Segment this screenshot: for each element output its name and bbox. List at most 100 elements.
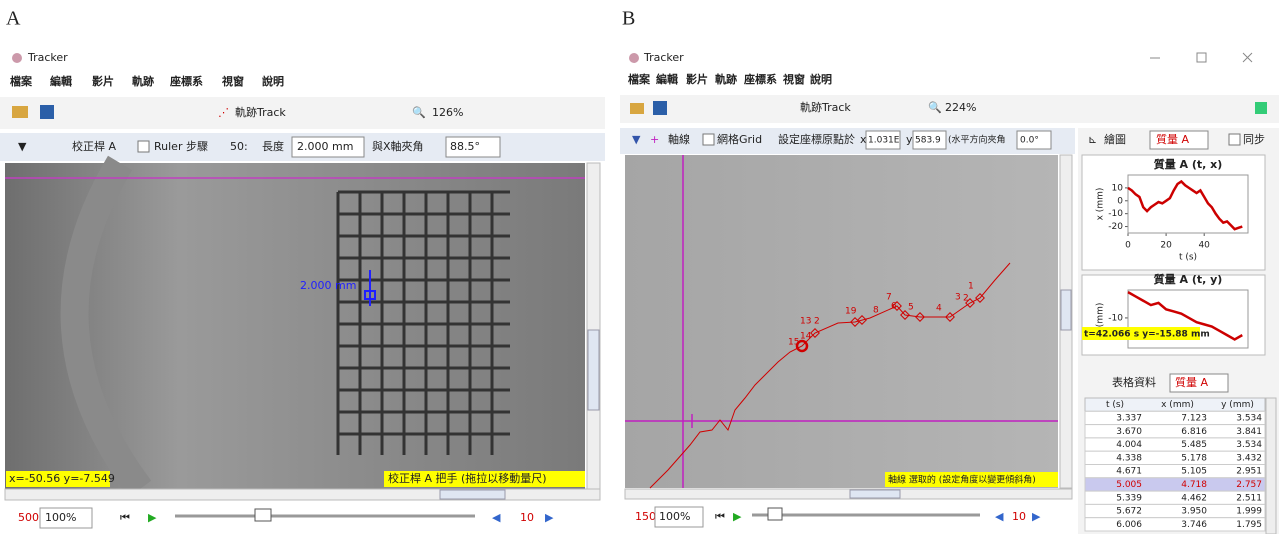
menu-item[interactable]: 軌跡 bbox=[715, 72, 737, 86]
track-select-label[interactable]: 質量 A bbox=[1156, 132, 1189, 146]
length-value[interactable]: 2.000 mm bbox=[297, 140, 353, 153]
point-label: 6 bbox=[891, 302, 897, 312]
track-select-label[interactable]: 質量 A bbox=[1175, 375, 1208, 389]
table-cell: 4.462 bbox=[1181, 493, 1207, 503]
h-scrollbar[interactable] bbox=[5, 489, 600, 500]
menu-item[interactable]: 檔案 bbox=[628, 72, 651, 86]
menu-item[interactable]: 說明 bbox=[810, 72, 832, 86]
grid-toggle[interactable]: 網格Grid bbox=[717, 132, 762, 146]
table-cell: 3.746 bbox=[1181, 520, 1207, 530]
save-button[interactable] bbox=[653, 101, 667, 115]
angle-value[interactable]: 0.0° bbox=[1020, 136, 1039, 146]
length-label: 長度 bbox=[262, 139, 284, 153]
menu-item[interactable]: 影片 bbox=[92, 74, 114, 88]
ruler-name[interactable]: 校正桿 A bbox=[72, 139, 116, 153]
track-icon: ⋰ bbox=[218, 106, 229, 119]
point-label: 7 bbox=[886, 293, 892, 303]
step-back[interactable]: ◀ bbox=[995, 510, 1004, 523]
sync-toggle[interactable]: 同步 bbox=[1243, 133, 1265, 146]
rewind-button[interactable]: ⏮ bbox=[715, 510, 725, 523]
table-cell: 4.671 bbox=[1116, 467, 1142, 477]
menu-item[interactable]: 視窗 bbox=[782, 72, 805, 86]
y-axis-label: x (mm) bbox=[1096, 188, 1106, 221]
axes-name[interactable]: 軸線 bbox=[668, 132, 690, 146]
rewind-button[interactable]: ⏮ bbox=[120, 511, 130, 524]
window-title: Tracker bbox=[643, 51, 684, 64]
menu-item[interactable]: 軌跡 bbox=[132, 74, 154, 88]
plot-readout: t=42.066 s y=-15.88 mm bbox=[1084, 330, 1210, 340]
rate-value[interactable]: 100% bbox=[659, 510, 690, 523]
plot-title: 質量 A (t, x) bbox=[1154, 157, 1223, 171]
menu-item[interactable]: 座標系 bbox=[169, 74, 203, 88]
dropdown-icon: ▼ bbox=[18, 140, 27, 153]
checkbox[interactable] bbox=[703, 134, 714, 145]
x-value[interactable]: 1.031E bbox=[868, 136, 900, 146]
h-scrollbar[interactable] bbox=[625, 489, 1072, 499]
point-label: 8 bbox=[873, 306, 879, 316]
table-cell: 6.816 bbox=[1181, 427, 1207, 437]
rate-value[interactable]: 100% bbox=[45, 511, 76, 524]
step-value: 50: bbox=[230, 140, 248, 153]
column-header[interactable]: x (mm) bbox=[1161, 400, 1194, 410]
open-button[interactable] bbox=[630, 103, 644, 114]
menu-item[interactable]: 編輯 bbox=[656, 72, 678, 86]
menu-item[interactable]: 視窗 bbox=[221, 74, 244, 88]
step-back[interactable]: ◀ bbox=[492, 511, 501, 524]
point-label: 2 bbox=[963, 294, 969, 304]
step-size[interactable]: 10 bbox=[520, 511, 534, 524]
v-scrollbar[interactable] bbox=[1266, 398, 1276, 534]
y-value[interactable]: 583.9 bbox=[915, 136, 941, 146]
menu-item[interactable]: 編輯 bbox=[50, 74, 72, 88]
step-forward[interactable]: ▶ bbox=[545, 511, 554, 524]
maximize-button[interactable] bbox=[1197, 53, 1206, 62]
table-cell: 3.841 bbox=[1236, 427, 1262, 437]
table-cell: 2.757 bbox=[1236, 480, 1262, 490]
app-icon bbox=[12, 53, 22, 63]
table-cell: 4.718 bbox=[1181, 480, 1207, 490]
step-size[interactable]: 10 bbox=[1012, 510, 1026, 523]
table-cell: 7.123 bbox=[1181, 413, 1207, 423]
scroll-thumb[interactable] bbox=[850, 490, 900, 498]
table-cell: 3.534 bbox=[1236, 413, 1262, 423]
track-button[interactable]: 軌跡Track bbox=[800, 100, 851, 114]
table-cell: 1.999 bbox=[1236, 507, 1262, 517]
v-scrollbar[interactable] bbox=[587, 163, 600, 489]
close-button[interactable] bbox=[1243, 53, 1252, 62]
slider-thumb[interactable] bbox=[768, 508, 782, 520]
scroll-thumb[interactable] bbox=[1061, 290, 1071, 330]
menu-item[interactable]: 影片 bbox=[686, 72, 708, 86]
scroll-thumb[interactable] bbox=[588, 330, 599, 410]
slider-thumb[interactable] bbox=[255, 509, 271, 521]
status-message: 軸線 選取的 (設定角度以變更傾斜角) bbox=[888, 474, 1036, 486]
angle-label: 與X軸夾角 bbox=[372, 139, 424, 153]
play-button[interactable]: ▶ bbox=[733, 510, 742, 523]
save-button[interactable] bbox=[40, 105, 54, 119]
table-cell: 3.534 bbox=[1236, 440, 1262, 450]
track-button[interactable]: 軌跡Track bbox=[235, 105, 286, 119]
refresh-button[interactable] bbox=[1255, 102, 1267, 114]
checkbox[interactable] bbox=[1229, 134, 1240, 145]
point-label: 19 bbox=[845, 307, 857, 317]
angle-value[interactable]: 88.5° bbox=[450, 140, 480, 153]
plot-menu[interactable]: 繪圖 bbox=[1104, 132, 1126, 146]
zoom-level[interactable]: 224% bbox=[945, 101, 976, 114]
step-forward[interactable]: ▶ bbox=[1032, 510, 1041, 523]
menu-item[interactable]: 座標系 bbox=[743, 72, 777, 86]
video-frame[interactable] bbox=[625, 155, 1058, 488]
column-header[interactable]: t (s) bbox=[1106, 400, 1124, 410]
play-button[interactable]: ▶ bbox=[148, 511, 157, 524]
menu-item[interactable]: 檔案 bbox=[10, 74, 33, 88]
checkbox[interactable] bbox=[138, 141, 149, 152]
plot-title: 質量 A (t, y) bbox=[1154, 272, 1223, 286]
x-axis-label: t (s) bbox=[1179, 253, 1197, 263]
x-tick-label: 20 bbox=[1160, 241, 1172, 251]
column-header[interactable]: y (mm) bbox=[1221, 400, 1254, 410]
table-menu[interactable]: 表格資料 bbox=[1112, 375, 1156, 389]
menu-item[interactable]: 說明 bbox=[262, 74, 284, 88]
open-button[interactable] bbox=[12, 106, 28, 118]
app-icon bbox=[629, 53, 639, 63]
table-cell: 5.178 bbox=[1181, 453, 1207, 463]
scroll-thumb[interactable] bbox=[440, 490, 505, 499]
zoom-level[interactable]: 126% bbox=[432, 106, 463, 119]
